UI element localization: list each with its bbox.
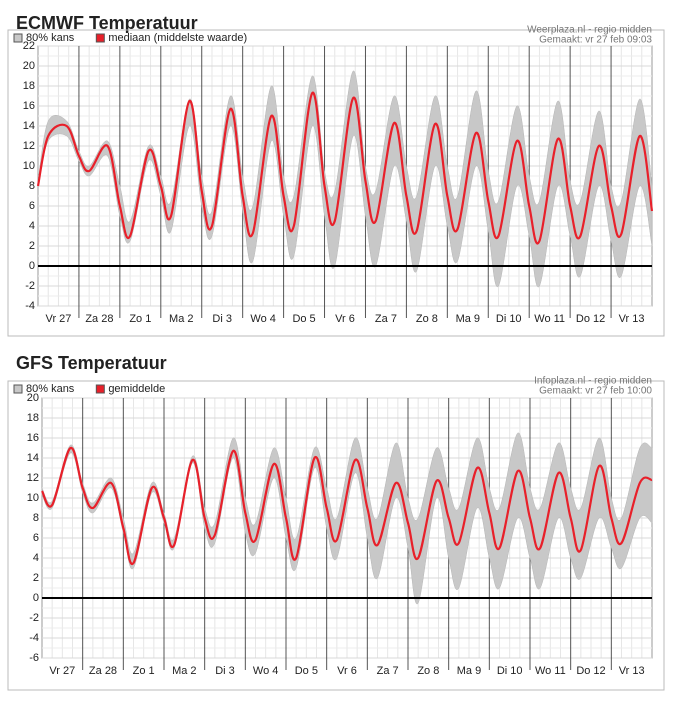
y-tick-label: 20: [27, 392, 39, 404]
legend-swatch: [13, 33, 23, 43]
y-tick-label: 12: [27, 472, 39, 484]
y-tick-label: -4: [29, 632, 39, 644]
legend-swatch: [13, 384, 23, 394]
x-tick-label: Za 28: [85, 313, 113, 325]
x-tick-label: Vr 27: [46, 313, 72, 325]
median-line: [36, 91, 654, 245]
y-tick-label: -2: [29, 612, 39, 624]
x-tick-label: Vr 6: [335, 313, 355, 325]
y-tick-label: 0: [29, 260, 35, 272]
y-tick-label: 16: [23, 100, 35, 112]
legend-label: 80% kans: [26, 32, 75, 44]
legend-label: mediaan (middelste waarde): [108, 32, 247, 44]
x-tick-label: Za 28: [89, 665, 117, 677]
y-tick-label: 18: [23, 80, 35, 92]
x-tick-label: Di 10: [497, 665, 523, 677]
x-tick-label: Zo 1: [133, 665, 155, 677]
x-tick-label: Vr 13: [619, 665, 645, 677]
y-tick-label: 4: [33, 552, 39, 564]
y-tick-label: 14: [23, 120, 35, 132]
x-tick-label: Ma 2: [169, 313, 193, 325]
chart-title: GFS Temperatuur: [16, 353, 167, 373]
legend-swatch: [95, 384, 105, 394]
y-tick-label: 6: [29, 200, 35, 212]
y-tick-label: -6: [29, 652, 39, 664]
source-label: Weerplaza.nl - regio midden: [527, 25, 652, 36]
x-tick-label: Za 7: [375, 313, 397, 325]
y-tick-label: 14: [27, 452, 39, 464]
legend-label: 80% kans: [26, 383, 75, 395]
y-tick-label: 6: [33, 532, 39, 544]
y-tick-label: 22: [23, 40, 35, 52]
y-tick-label: 18: [27, 412, 39, 424]
x-tick-label: Di 3: [215, 665, 235, 677]
x-tick-label: Wo 4: [250, 313, 275, 325]
source-label: Infoplaza.nl - regio midden: [534, 376, 652, 387]
y-tick-label: 10: [23, 160, 35, 172]
x-tick-label: Zo 8: [417, 665, 439, 677]
x-tick-label: Ma 9: [457, 665, 481, 677]
y-tick-label: 20: [23, 60, 35, 72]
x-tick-label: Di 10: [496, 313, 522, 325]
x-tick-label: Do 12: [576, 313, 605, 325]
x-tick-label: Wo 11: [535, 665, 566, 677]
y-tick-label: 2: [33, 572, 39, 584]
chart-frame: [7, 380, 665, 691]
x-tick-label: Di 3: [212, 313, 232, 325]
x-tick-label: Vr 27: [49, 665, 75, 677]
confidence-band: [41, 432, 653, 605]
legend-swatch: [95, 33, 105, 43]
x-tick-label: Do 12: [576, 665, 605, 677]
y-tick-label: -4: [25, 300, 35, 312]
y-tick-label: 10: [27, 492, 39, 504]
y-tick-label: 0: [33, 592, 39, 604]
x-tick-label: Za 7: [377, 665, 399, 677]
x-tick-label: Wo 4: [253, 665, 278, 677]
x-tick-label: Do 5: [292, 313, 315, 325]
median-line: [41, 446, 653, 566]
x-tick-label: Ma 2: [172, 665, 196, 677]
x-tick-label: Vr 6: [337, 665, 357, 677]
y-tick-label: 12: [23, 140, 35, 152]
chart-frame: [7, 29, 665, 337]
created-label: Gemaakt: vr 27 feb 10:00: [539, 386, 652, 397]
chart-title: ECMWF Temperatuur: [16, 13, 198, 33]
x-tick-label: Do 5: [295, 665, 318, 677]
x-tick-label: Vr 13: [619, 313, 645, 325]
y-tick-label: 8: [29, 180, 35, 192]
y-tick-label: 8: [33, 512, 39, 524]
x-tick-label: Ma 9: [456, 313, 480, 325]
created-label: Gemaakt: vr 27 feb 09:03: [539, 35, 652, 46]
y-tick-label: 4: [29, 220, 35, 232]
x-tick-label: Wo 11: [534, 313, 565, 325]
x-tick-label: Zo 1: [129, 313, 151, 325]
y-tick-label: 16: [27, 432, 39, 444]
x-tick-label: Zo 8: [416, 313, 438, 325]
y-tick-label: 2: [29, 240, 35, 252]
legend-label: gemiddelde: [108, 383, 165, 395]
y-tick-label: -2: [25, 280, 35, 292]
